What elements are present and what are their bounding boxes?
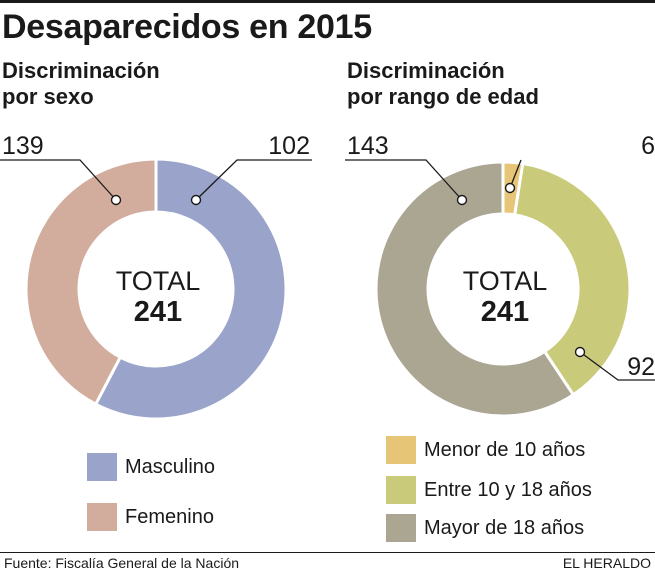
legend-swatch-entre-10-18 bbox=[386, 476, 416, 504]
legend-label: Entre 10 y 18 años bbox=[424, 478, 592, 501]
age-donut bbox=[374, 160, 632, 418]
legend-swatch-menor-10 bbox=[386, 436, 416, 464]
legend-item-masculino: Masculino bbox=[87, 453, 215, 481]
legend-item-entre-10-18: Entre 10 y 18 años bbox=[386, 476, 592, 504]
legend-swatch-masculino bbox=[87, 453, 117, 481]
callout-dot bbox=[504, 182, 516, 194]
donut-slice-femenino bbox=[24, 157, 158, 407]
top-rule bbox=[0, 0, 655, 3]
legend-swatch-femenino bbox=[87, 503, 117, 531]
callout-dot bbox=[190, 194, 202, 206]
age-center-value: 241 bbox=[481, 296, 529, 328]
sex-chart-heading: Discriminación por sexo bbox=[2, 58, 160, 110]
legend-item-menor-10: Menor de 10 años bbox=[386, 436, 585, 464]
callout-line bbox=[0, 159, 117, 201]
sex-center-value: 241 bbox=[134, 296, 182, 328]
legend-item-mayor-18: Mayor de 18 años bbox=[386, 514, 584, 542]
data-label: 102 bbox=[268, 132, 310, 160]
sex-donut bbox=[24, 157, 288, 421]
legend-label: Femenino bbox=[125, 505, 214, 528]
callout-line bbox=[195, 159, 312, 201]
callouts: 139 102 6 92 143 bbox=[0, 132, 655, 381]
data-label: 139 bbox=[2, 132, 44, 160]
sex-center-label: TOTAL bbox=[116, 266, 201, 296]
donut-slice-mayor-de-18-años bbox=[374, 160, 576, 418]
callout-dot bbox=[110, 194, 122, 206]
data-label: 6 bbox=[641, 132, 655, 160]
footer-rule bbox=[0, 552, 655, 553]
data-label: 143 bbox=[347, 132, 389, 160]
page-title: Desaparecidos en 2015 bbox=[2, 8, 372, 46]
data-label: 92 bbox=[627, 353, 655, 381]
sex-heading-line1: Discriminación bbox=[2, 58, 160, 83]
legend-swatch-mayor-18 bbox=[386, 514, 416, 542]
legend-item-femenino: Femenino bbox=[87, 503, 214, 531]
callout-dot bbox=[456, 194, 468, 206]
legend-label: Masculino bbox=[125, 455, 216, 478]
age-center-label: TOTAL bbox=[463, 266, 548, 296]
age-chart-heading: Discriminación por rango de edad bbox=[347, 58, 539, 110]
legend-label: Menor de 10 años bbox=[424, 438, 586, 461]
callout-line bbox=[579, 351, 655, 381]
legend-label: Mayor de 18 años bbox=[424, 516, 585, 539]
donut-slice-masculino bbox=[93, 157, 288, 421]
callout-line bbox=[345, 159, 463, 201]
age-heading-line2: por rango de edad bbox=[347, 84, 539, 109]
donut-slice-entre-10-y-18-años bbox=[512, 161, 632, 397]
brand-name: EL HERALDO bbox=[562, 555, 651, 571]
age-heading-line1: Discriminación bbox=[347, 58, 505, 83]
sex-heading-line2: por sexo bbox=[2, 84, 94, 109]
callout-dot bbox=[574, 346, 586, 358]
source-note: Fuente: Fiscalía General de la Nación bbox=[4, 555, 240, 571]
